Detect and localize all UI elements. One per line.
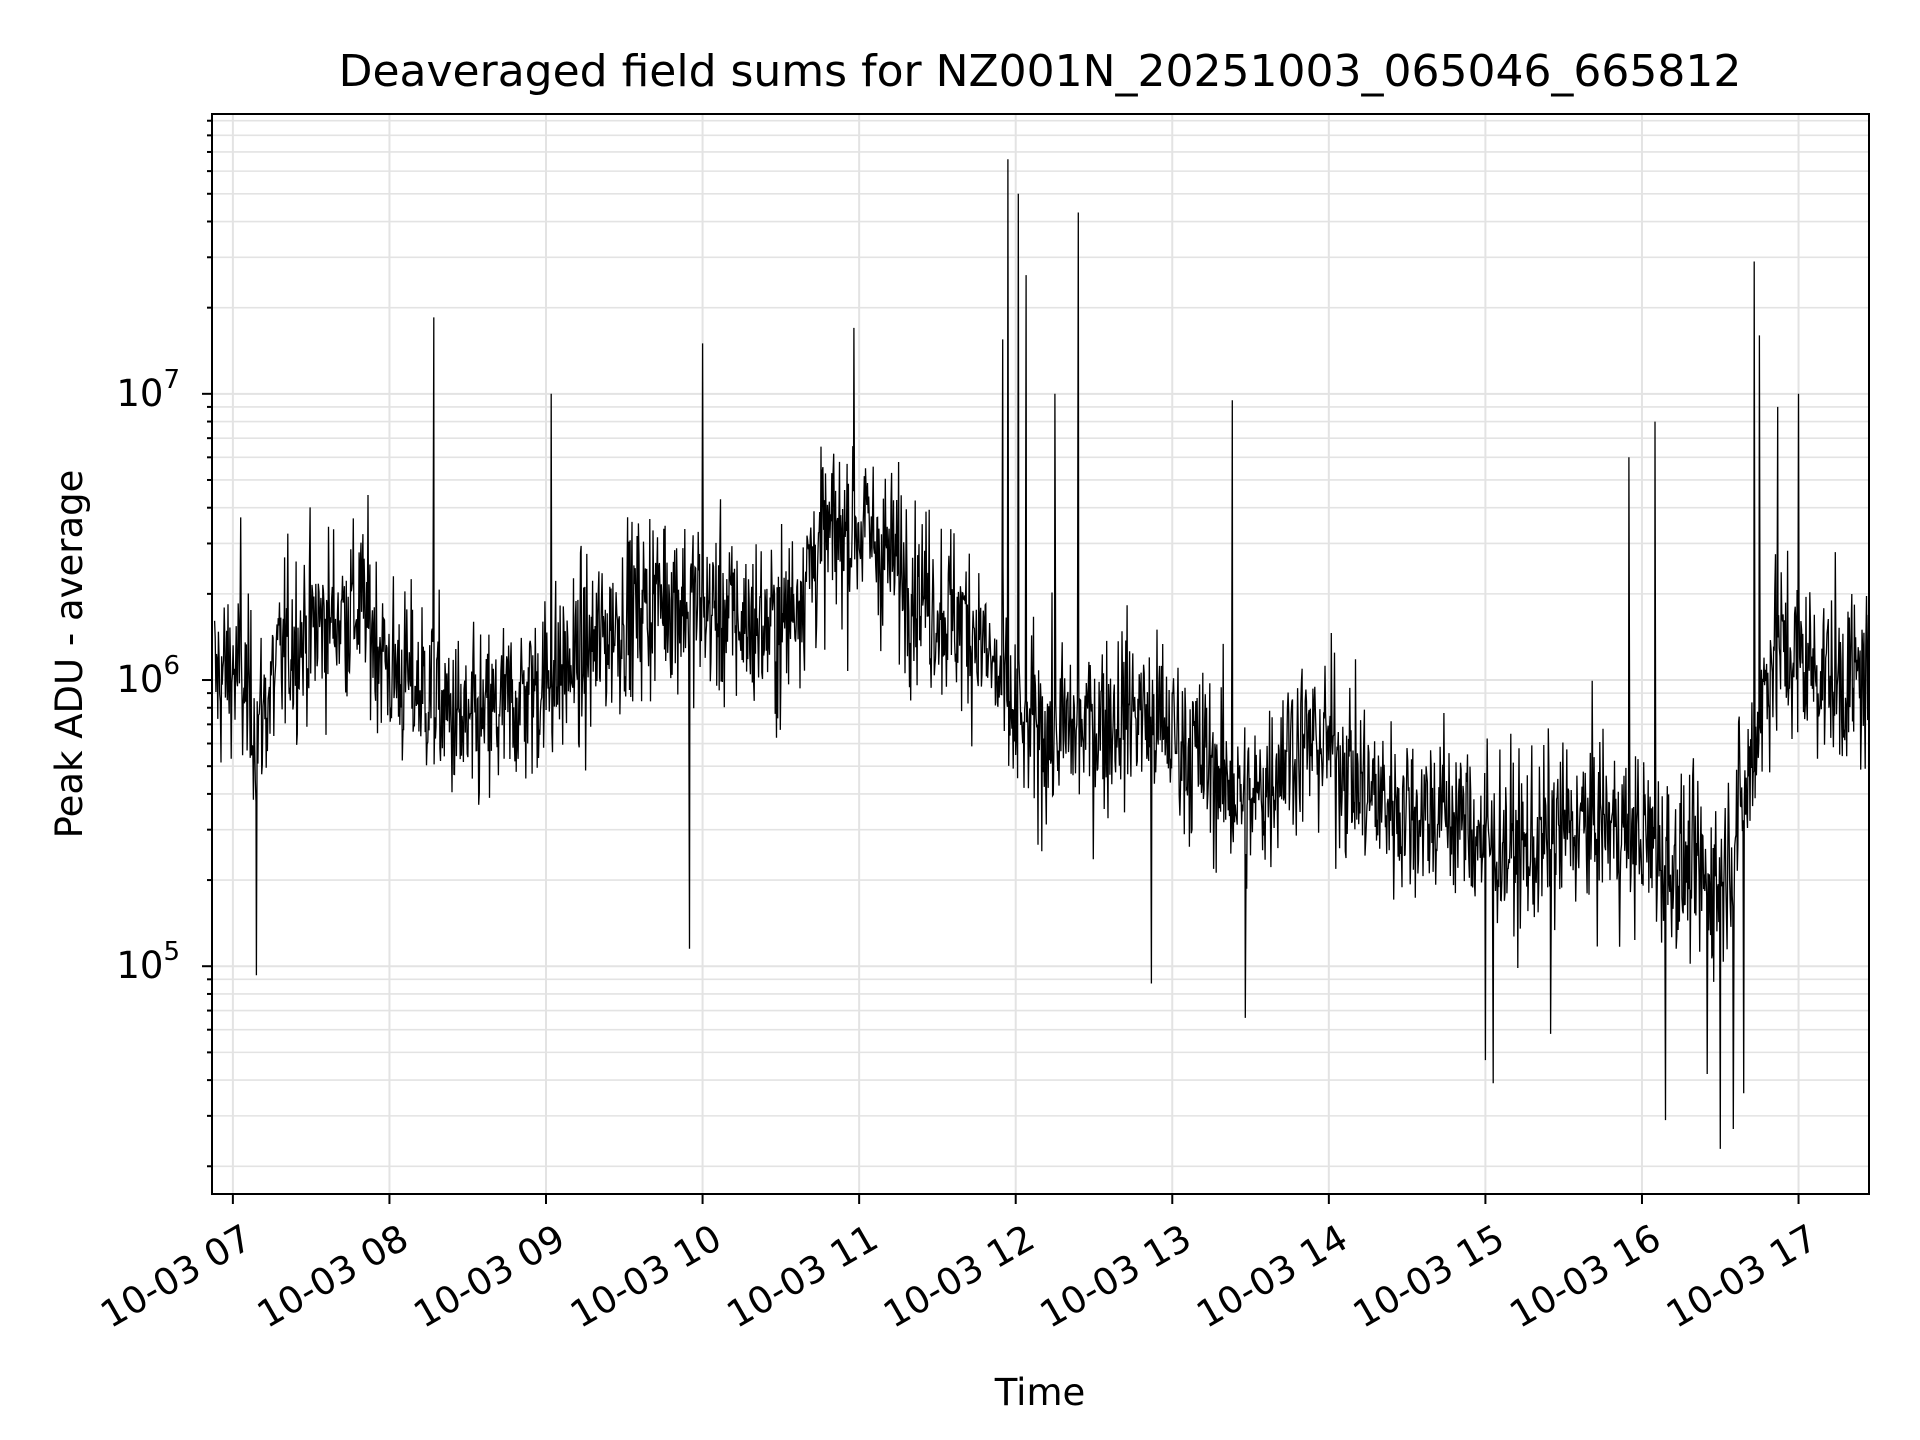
- y-tick-label: 105: [116, 937, 180, 987]
- y-axis: 105 106 107: [116, 119, 212, 1168]
- chart-title: Deaveraged field sums for NZ001N_2025100…: [339, 46, 1742, 97]
- y-tick-label: 106: [116, 651, 180, 701]
- series-line: [213, 159, 1870, 1149]
- series-lines: [213, 159, 1870, 1149]
- plot-frame: [211, 113, 1870, 1195]
- y-axis-label: Peak ADU - average: [48, 470, 91, 839]
- x-axis-label: Time: [994, 1371, 1086, 1414]
- y-tick-label: 107: [116, 365, 180, 415]
